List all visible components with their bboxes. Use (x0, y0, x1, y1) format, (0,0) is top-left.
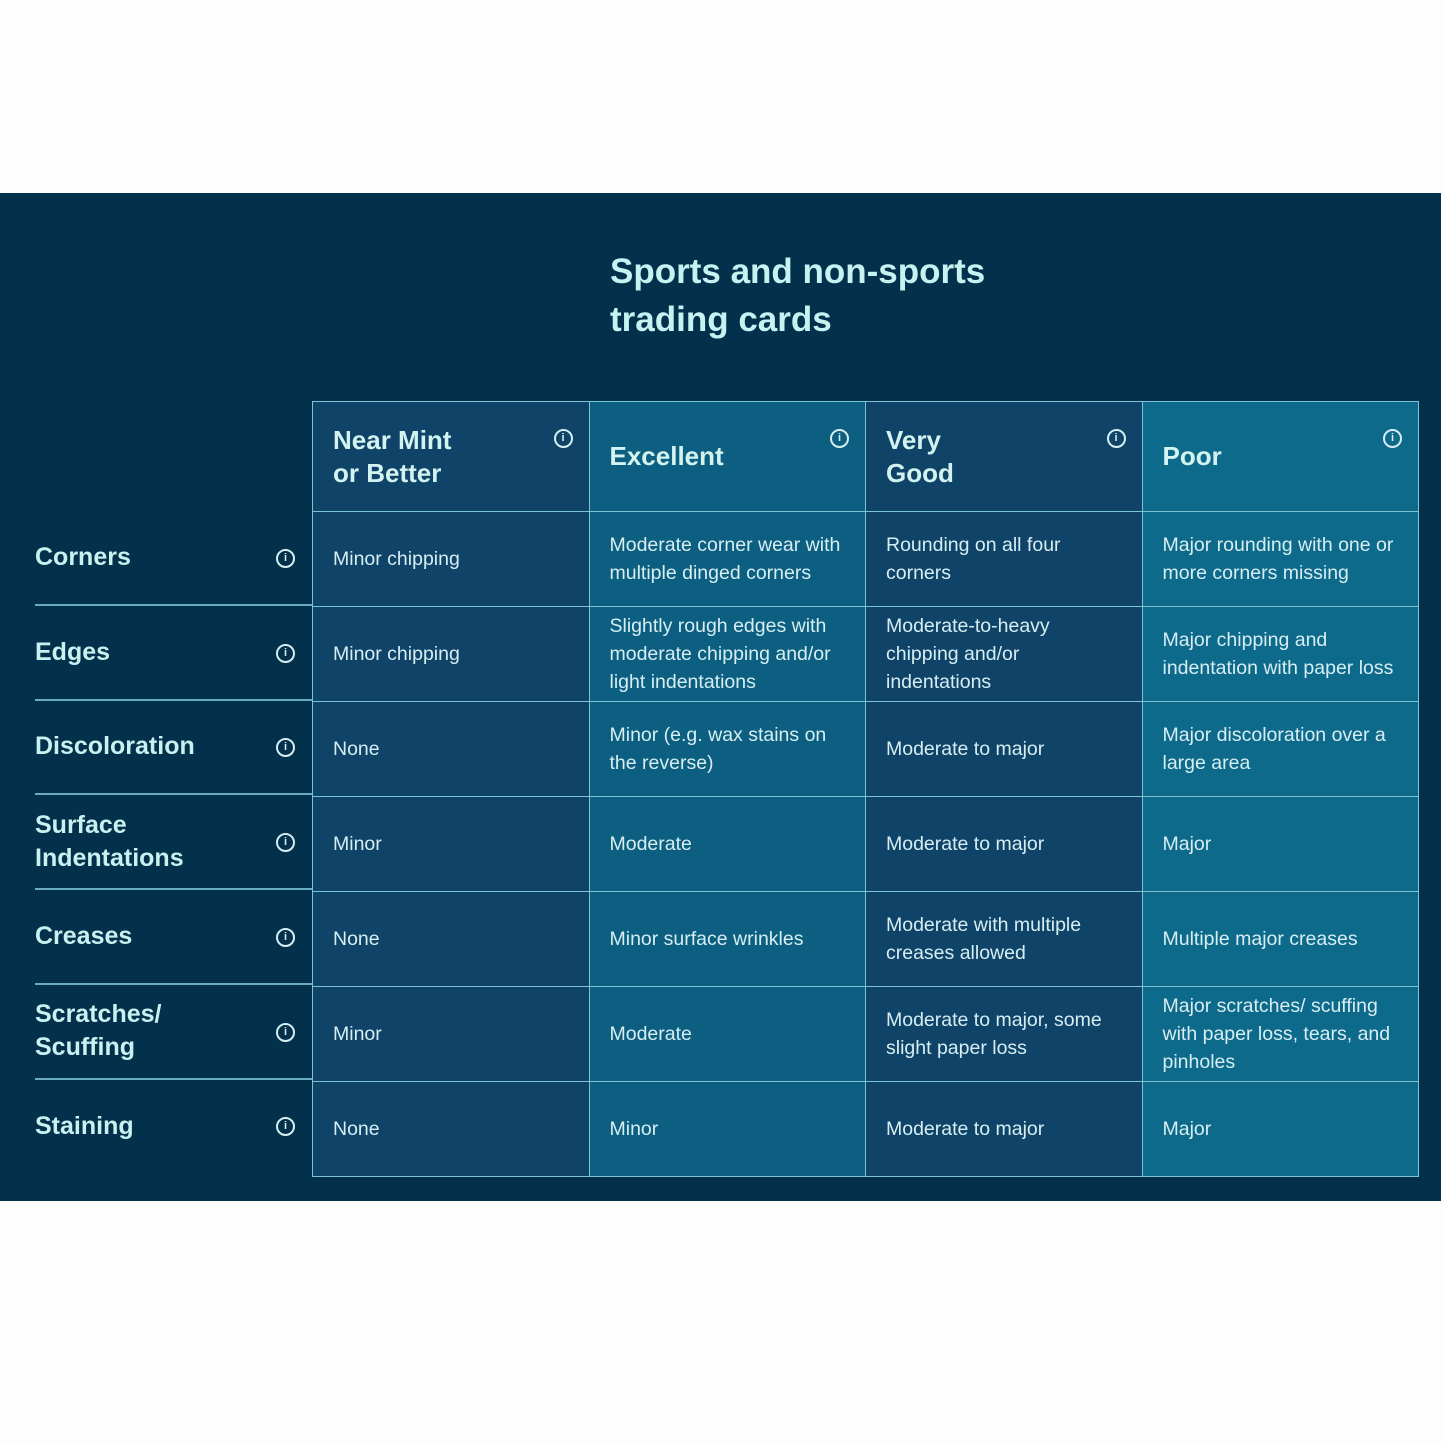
column-header-poor: Poor i (1141, 401, 1419, 512)
table-cell: Major discoloration over a large area (1141, 701, 1419, 797)
table-cell: Moderate (588, 986, 866, 1082)
table-row: None Minor (e.g. wax stains on the revers… (312, 701, 1422, 797)
column-header-excellent: Excellent i (588, 401, 866, 512)
table-cell: Minor (588, 1081, 866, 1177)
table-cell: Minor chipping (312, 606, 590, 702)
info-icon[interactable]: i (276, 643, 295, 663)
row-label-creases: Creases i (35, 890, 312, 985)
table-cell: Major (1141, 1081, 1419, 1177)
table-cell: None (312, 891, 590, 987)
page-title: Sports and non-sports trading cards (610, 252, 986, 339)
grading-table: Near Mint or Better i Excellent i Very Good i… (312, 401, 1422, 1177)
row-label-text: Scratches/ Scuffing (35, 1000, 162, 1061)
table-cell: Moderate with multiple creases allowed (865, 891, 1143, 987)
table-row: None Minor surface wrinkles Moderate with … (312, 891, 1422, 987)
column-header-label: Excellent (609, 441, 724, 471)
grading-panel: Sports and non-sports trading cards Corn… (0, 193, 1441, 1201)
info-icon[interactable]: i (276, 1022, 295, 1042)
table-cell: Moderate to major (865, 1081, 1143, 1177)
table-cell: Minor (312, 796, 590, 892)
table-cell: Rounding on all four corners (865, 511, 1143, 607)
table-cell: Minor (312, 986, 590, 1082)
info-icon[interactable]: i (553, 429, 573, 448)
table-cell: Major rounding with one or more corners … (1141, 511, 1419, 607)
info-icon[interactable]: i (276, 927, 295, 947)
column-header-label: Near Mint or Better (333, 424, 452, 488)
table-row: Minor Moderate Moderate to major, some sli… (312, 986, 1422, 1082)
row-label-text: Corners (35, 543, 131, 571)
column-header-very-good: Very Good i (865, 401, 1143, 512)
column-header-label: Very Good (886, 424, 954, 488)
table-cell: Slightly rough edges with moderate chipp… (588, 606, 866, 702)
column-header-near-mint-or-better: Near Mint or Better i (312, 401, 590, 512)
row-label-text: Edges (35, 637, 111, 666)
table-cell: Moderate to major (865, 796, 1143, 892)
info-icon[interactable]: i (276, 549, 295, 568)
info-icon[interactable]: i (830, 429, 849, 448)
table-cell: Minor (e.g. wax stains on the reverse) (588, 701, 866, 797)
table-cell: Moderate (588, 796, 866, 892)
row-label-text: Staining (35, 1112, 134, 1141)
info-icon[interactable]: i (276, 1117, 295, 1137)
row-label-surface-indentations: Surface Indentations i (35, 795, 312, 891)
table-cell: Multiple major creases (1141, 891, 1419, 987)
row-label-staining: Staining i (35, 1079, 312, 1174)
table-row: Minor chipping Slightly rough edges with … (312, 606, 1422, 702)
table-cell: Major (1141, 796, 1419, 892)
table-cell: Major scratches/ scuffing with paper los… (1141, 986, 1419, 1082)
table-cell: None (312, 701, 590, 797)
table-cell: Moderate to major, some slight paper los… (865, 986, 1143, 1082)
table-cell: None (312, 1081, 590, 1177)
table-cell: Minor surface wrinkles (588, 891, 866, 987)
column-header-label: Poor (1162, 441, 1222, 471)
row-label-corners: Corners i (35, 511, 312, 606)
header-row: Near Mint or Better i Excellent i Very Good i… (312, 401, 1422, 512)
row-label-text: Creases (35, 921, 133, 950)
table-cell: Minor chipping (312, 511, 590, 607)
info-icon[interactable]: i (276, 833, 295, 853)
table-row: Minor Moderate Moderate to major Major (312, 796, 1422, 892)
info-icon[interactable]: i (1383, 429, 1402, 448)
info-icon[interactable]: i (1106, 429, 1126, 448)
table-row: None Minor Moderate to major Major (312, 1081, 1422, 1177)
row-label-text: Discoloration (35, 732, 195, 761)
table-cell: Moderate-to-heavy chipping and/or indent… (865, 606, 1143, 702)
row-label-edges: Edges i (35, 606, 312, 701)
row-label-text: Surface Indentations (35, 810, 184, 872)
row-label-discoloration: Discoloration i (35, 700, 312, 796)
table-cell: Moderate to major (865, 701, 1143, 797)
info-icon[interactable]: i (276, 738, 295, 758)
table-row: Minor chipping Moderate corner wear with … (312, 511, 1422, 607)
table-cell: Moderate corner wear with multiple dinge… (588, 511, 866, 607)
table-cell: Major chipping and indentation with pape… (1141, 606, 1419, 702)
row-label-scratches-scuffing: Scratches/ Scuffing i (35, 985, 312, 1080)
